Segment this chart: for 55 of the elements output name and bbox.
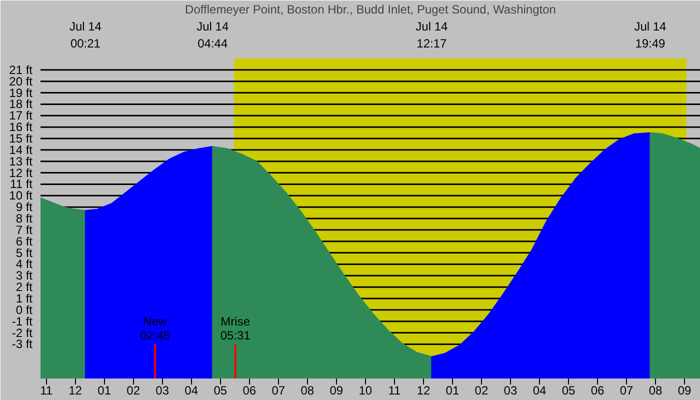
x-tick-label: 07 (620, 384, 634, 398)
x-tick-label: 05 (214, 384, 228, 398)
x-tick-label: 12 (416, 384, 430, 398)
y-tick-label: 14 ft (9, 142, 34, 157)
y-tick-label: 8 ft (16, 212, 34, 226)
y-tick-label: 6 ft (16, 234, 34, 248)
x-tick-label: 04 (532, 384, 546, 398)
y-tick-label: 4 ft (16, 257, 34, 272)
x-tick-label: 02 (126, 384, 140, 398)
x-tick-label: 11 (40, 384, 53, 398)
x-tick-label: 12 (68, 384, 82, 398)
x-tick-label: 10 (358, 384, 372, 398)
y-tick-label: -2 ft (12, 326, 34, 340)
x-tick-label: 06 (242, 384, 256, 398)
x2-tick-label: Jul 14 19:49 (634, 20, 667, 50)
y-tick-label: 10 ft (9, 188, 34, 203)
x2-tick-label: Jul 14 04:44 (196, 20, 229, 50)
x-tick-label: 06 (590, 384, 605, 398)
x-tick-label: 03 (156, 384, 170, 398)
x-tick-label: 09 (678, 384, 692, 398)
y-tick-label: 18 ft (9, 97, 34, 112)
x-tick-label: 08 (300, 384, 314, 398)
y-tick-label: 0 ft (16, 302, 34, 317)
x2-tick-label: Jul 14 00:21 (69, 20, 102, 50)
x-tick-label: 02 (474, 384, 488, 398)
y-tick-label: 16 ft (9, 120, 34, 134)
y-tick-label: 20 ft (9, 74, 34, 88)
y-tick-label: 17 ft (9, 108, 34, 123)
y-tick-label: 15 ft (9, 132, 34, 146)
y-tick-label: 19 ft (9, 86, 34, 100)
x-tick-label: 09 (330, 384, 344, 398)
y-tick-label: 9 ft (16, 200, 34, 214)
x-tick-label: 01 (98, 384, 112, 398)
y-tick-label: 3 ft (16, 268, 34, 283)
y-tick-label: 11 ft (10, 177, 34, 192)
x-tick-label: 04 (184, 384, 198, 398)
y-tick-label: 13 ft (9, 154, 34, 168)
x-tick-label: 08 (648, 384, 663, 398)
x-tick-label: 07 (272, 384, 286, 398)
y-tick-label: 12 ft (9, 166, 34, 180)
x-tick-label: 05 (562, 384, 576, 398)
y-tick-label: 5 ft (16, 246, 34, 260)
ref-line-label: Mrise 05:31 (220, 314, 251, 343)
x-tick-label: 11 (388, 384, 401, 398)
y-tick-label: 1 ft (16, 292, 34, 306)
y-tick-label: 2 ft (16, 280, 34, 294)
y-tick-label: -3 ft (12, 337, 34, 352)
ref-line-label: New 02:45 (140, 314, 170, 343)
y-tick-label: -1 ft (12, 314, 34, 328)
x2-tick-label: Jul 14 12:17 (416, 20, 448, 50)
chart-title: Dofflemeyer Point, Boston Hbr., Budd Inlet, Puget Sound, Washington (185, 2, 556, 16)
x-tick-label: 03 (504, 384, 518, 398)
y-tick-label: 7 ft (16, 222, 34, 237)
x-tick-label: 01 (446, 384, 460, 398)
y-tick-label: 21 ft (9, 62, 34, 77)
